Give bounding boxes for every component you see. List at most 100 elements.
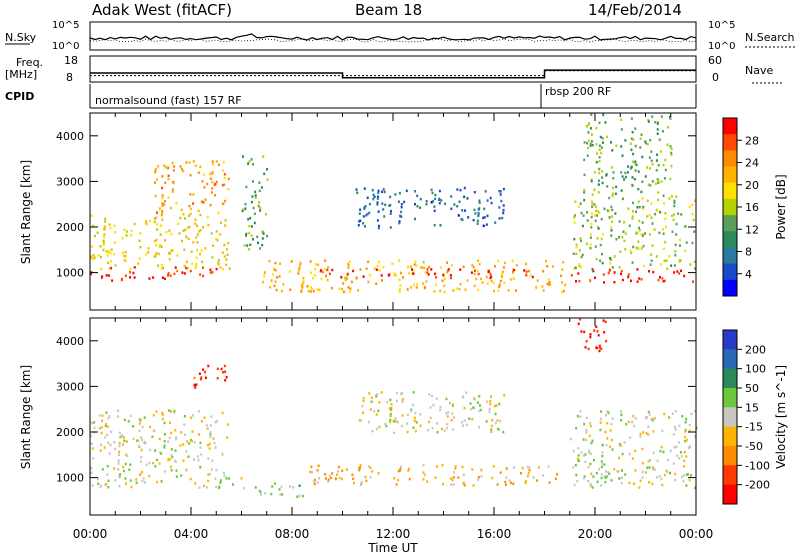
scatter-cell	[331, 268, 334, 272]
freq-trace	[90, 69, 696, 79]
scatter-cell	[634, 144, 637, 148]
scatter-cell	[199, 165, 202, 169]
scatter-cell	[634, 162, 637, 165]
scatter-cell	[652, 468, 655, 471]
scatter-cell	[262, 232, 265, 235]
scatter-cell	[658, 474, 661, 478]
scatter-cell	[257, 241, 259, 245]
scatter-cell	[472, 397, 475, 400]
scatter-cell	[397, 200, 400, 203]
scatter-cell	[441, 279, 444, 282]
scatter-cell	[450, 195, 453, 198]
scatter-cell	[133, 266, 136, 269]
scatter-cell	[666, 267, 669, 271]
scatter-cell	[588, 122, 591, 125]
scatter-cell	[342, 290, 345, 294]
scatter-cell	[352, 269, 355, 273]
scatter-cell	[99, 426, 102, 430]
scatter-cell	[680, 454, 683, 458]
scatter-cell	[253, 212, 256, 216]
scatter-cell	[337, 465, 340, 469]
x-axis-label: Time UT	[367, 541, 418, 554]
velocity-ylabel: Slant Range [km]	[19, 365, 33, 469]
scatter-cell	[639, 479, 642, 482]
scatter-cell	[326, 278, 329, 282]
scatter-cell	[215, 485, 218, 489]
scatter-cell	[363, 187, 366, 190]
scatter-cell	[598, 349, 601, 353]
scatter-cell	[498, 217, 501, 220]
scatter-cell	[497, 289, 500, 292]
scatter-cell	[691, 241, 694, 245]
velocity-colorbar-label: Velocity [m s^-1]	[774, 365, 788, 469]
scatter-cell	[496, 483, 499, 486]
scatter-cell	[651, 244, 654, 247]
scatter-cell	[479, 404, 481, 407]
scatter-cell	[292, 486, 295, 489]
scatter-cell	[525, 274, 528, 277]
scatter-cell	[170, 232, 173, 236]
scatter-cell	[637, 170, 640, 173]
scatter-cell	[373, 410, 376, 413]
scatter-cell	[161, 202, 164, 205]
scatter-cell	[192, 458, 195, 461]
scatter-cell	[647, 120, 650, 123]
scatter-cell	[501, 271, 504, 274]
scatter-cell	[361, 404, 364, 408]
scatter-cell	[185, 161, 188, 164]
colorbar-segment	[723, 118, 737, 135]
scatter-cell	[273, 267, 276, 271]
scatter-cell	[669, 117, 672, 120]
scatter-cell	[398, 221, 401, 225]
scatter-cell	[490, 201, 493, 205]
scatter-cell	[612, 171, 615, 174]
scatter-cell	[548, 281, 551, 284]
scatter-cell	[137, 262, 140, 265]
scatter-cell	[636, 268, 639, 271]
scatter-cell	[611, 266, 614, 269]
scatter-cell	[211, 459, 214, 462]
scatter-cell	[179, 165, 182, 168]
scatter-cell	[424, 286, 427, 289]
scatter-cell	[395, 483, 398, 486]
scatter-cell	[474, 212, 477, 215]
scatter-cell	[683, 274, 686, 278]
scatter-cell	[621, 175, 624, 178]
scatter-cell	[327, 480, 330, 483]
scatter-cell	[684, 249, 687, 252]
scatter-cell	[673, 204, 676, 208]
colorbar-tick-label: -100	[745, 459, 770, 472]
scatter-cell	[644, 141, 647, 145]
scatter-cell	[130, 485, 133, 489]
scatter-cell	[226, 248, 228, 251]
scatter-cell	[161, 276, 164, 279]
scatter-cell	[613, 281, 616, 284]
scatter-cell	[160, 214, 163, 217]
scatter-cell	[430, 201, 433, 204]
scatter-cell	[630, 117, 633, 120]
scatter-cell	[683, 459, 686, 463]
scatter-cell	[666, 126, 669, 129]
scatter-cell	[310, 465, 313, 469]
scatter-cell	[151, 435, 154, 438]
scatter-cell	[640, 233, 643, 236]
scatter-cell	[225, 258, 228, 261]
scatter-cell	[673, 445, 676, 449]
scatter-cell	[588, 451, 591, 454]
scatter-cell	[209, 268, 212, 271]
scatter-cell	[590, 140, 593, 143]
scatter-cell	[204, 247, 207, 250]
scatter-cell	[419, 413, 422, 416]
scatter-cell	[623, 441, 626, 444]
scatter-cell	[383, 215, 386, 218]
scatter-cell	[132, 425, 135, 428]
scatter-cell	[649, 184, 652, 187]
scatter-cell	[189, 174, 192, 177]
scatter-cell	[620, 419, 623, 422]
scatter-cell	[490, 279, 493, 283]
scatter-cell	[601, 141, 604, 144]
scatter-cell	[360, 419, 362, 422]
scatter-cell	[461, 465, 464, 469]
scatter-cell	[642, 431, 645, 434]
scatter-cell	[139, 246, 142, 249]
